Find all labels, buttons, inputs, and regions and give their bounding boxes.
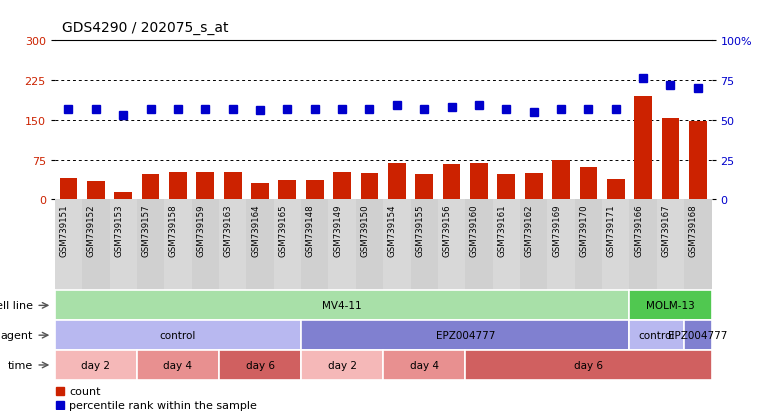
Bar — [137, 200, 164, 291]
Text: GSM739170: GSM739170 — [579, 204, 588, 256]
Bar — [55, 200, 82, 291]
Bar — [356, 200, 384, 291]
Bar — [251, 184, 269, 200]
Bar — [274, 200, 301, 291]
Text: GSM739151: GSM739151 — [59, 204, 68, 256]
Bar — [520, 200, 547, 291]
Text: time: time — [8, 360, 33, 370]
Bar — [492, 200, 520, 291]
Bar — [279, 180, 296, 200]
Bar — [59, 179, 78, 200]
Text: GSM739163: GSM739163 — [224, 204, 233, 256]
Bar — [684, 200, 712, 291]
Text: GSM739153: GSM739153 — [114, 204, 123, 256]
Bar — [142, 175, 160, 200]
Bar — [525, 173, 543, 200]
Bar — [301, 200, 329, 291]
Bar — [416, 175, 433, 200]
Text: GSM739164: GSM739164 — [251, 204, 260, 256]
Text: GSM739158: GSM739158 — [169, 204, 178, 256]
Text: day 6: day 6 — [574, 360, 603, 370]
Bar — [196, 172, 214, 200]
Bar — [607, 180, 625, 200]
Text: GSM739149: GSM739149 — [333, 204, 342, 256]
Text: EPZ004777: EPZ004777 — [668, 330, 728, 340]
Bar — [580, 168, 597, 200]
Text: GSM739168: GSM739168 — [689, 204, 698, 256]
Text: GSM739171: GSM739171 — [607, 204, 616, 256]
Text: count: count — [69, 387, 101, 396]
Text: GSM739152: GSM739152 — [87, 204, 96, 256]
Bar — [657, 200, 684, 291]
Bar — [219, 200, 247, 291]
Bar — [689, 122, 707, 200]
Text: agent: agent — [1, 330, 33, 340]
Text: GSM739155: GSM739155 — [416, 204, 424, 256]
Bar — [661, 119, 680, 200]
Bar — [82, 200, 110, 291]
Bar — [575, 200, 602, 291]
Text: cell line: cell line — [0, 301, 33, 311]
Bar — [498, 175, 515, 200]
Text: day 4: day 4 — [409, 360, 438, 370]
Bar — [114, 192, 132, 200]
Text: control: control — [638, 330, 675, 340]
Bar — [361, 173, 378, 200]
Bar — [438, 200, 465, 291]
Bar — [329, 200, 356, 291]
Bar — [634, 97, 652, 200]
Text: control: control — [160, 330, 196, 340]
Text: GSM739166: GSM739166 — [634, 204, 643, 256]
Bar — [388, 164, 406, 200]
Text: GSM739165: GSM739165 — [279, 204, 288, 256]
Text: GSM739157: GSM739157 — [142, 204, 151, 256]
Text: GSM739159: GSM739159 — [196, 204, 205, 256]
Text: day 2: day 2 — [81, 360, 110, 370]
Text: GSM739169: GSM739169 — [552, 204, 561, 256]
Bar — [224, 172, 241, 200]
Text: MOLM-13: MOLM-13 — [646, 301, 695, 311]
Bar — [602, 200, 629, 291]
Bar — [87, 181, 105, 200]
Text: GSM739154: GSM739154 — [388, 204, 396, 256]
Text: GSM739148: GSM739148 — [306, 204, 315, 256]
Bar — [169, 172, 186, 200]
Text: day 4: day 4 — [164, 360, 193, 370]
Text: MV4-11: MV4-11 — [323, 301, 362, 311]
Bar — [164, 200, 192, 291]
Text: GSM739161: GSM739161 — [497, 204, 506, 256]
Text: EPZ004777: EPZ004777 — [435, 330, 495, 340]
Bar — [247, 200, 274, 291]
Text: GDS4290 / 202075_s_at: GDS4290 / 202075_s_at — [62, 21, 229, 35]
Text: GSM739167: GSM739167 — [661, 204, 670, 256]
Text: day 6: day 6 — [246, 360, 275, 370]
Bar — [410, 200, 438, 291]
Bar — [629, 200, 657, 291]
Bar — [547, 200, 575, 291]
Text: GSM739160: GSM739160 — [470, 204, 479, 256]
Text: day 2: day 2 — [328, 360, 357, 370]
Text: GSM739150: GSM739150 — [361, 204, 370, 256]
Text: percentile rank within the sample: percentile rank within the sample — [69, 400, 257, 410]
Text: GSM739162: GSM739162 — [524, 204, 533, 256]
Text: GSM739156: GSM739156 — [443, 204, 451, 256]
Bar — [333, 172, 351, 200]
Bar — [470, 164, 488, 200]
Bar — [443, 164, 460, 200]
Bar — [110, 200, 137, 291]
Bar — [465, 200, 492, 291]
Bar — [384, 200, 410, 291]
Bar — [306, 180, 323, 200]
Bar — [192, 200, 219, 291]
Bar — [552, 160, 570, 200]
